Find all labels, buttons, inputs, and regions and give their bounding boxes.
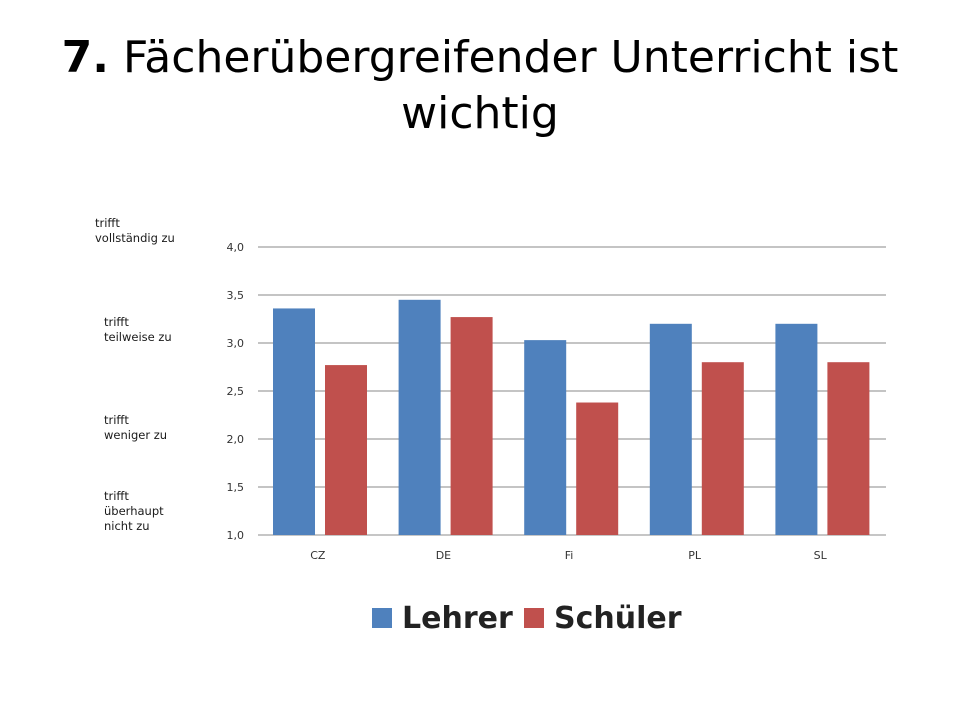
- bar-schüler-de: [450, 317, 493, 535]
- bar-schüler-sl: [827, 362, 870, 535]
- x-tick-label: CZ: [310, 549, 326, 562]
- y-tick-label: 4,0: [227, 241, 245, 254]
- bar-schüler-pl: [701, 362, 744, 535]
- legend-item-schueler: Schüler: [524, 598, 682, 638]
- title-number: 7.: [61, 32, 110, 83]
- bar-schüler-fi: [576, 402, 619, 535]
- scale-label-teilweise: trifft teilweise zu: [104, 315, 172, 344]
- bar-lehrer-sl: [775, 323, 818, 535]
- scale-label-weniger: trifft weniger zu: [104, 413, 168, 442]
- y-tick-label: 1,5: [227, 481, 245, 494]
- chart-legend: Lehrer Schüler: [0, 598, 960, 638]
- y-tick-label: 3,5: [227, 289, 245, 302]
- y-tick-label: 2,5: [227, 385, 245, 398]
- bar-lehrer-de: [398, 299, 441, 535]
- bar-lehrer-pl: [649, 323, 692, 535]
- x-tick-label: DE: [436, 549, 451, 562]
- legend-swatch-schueler: [524, 608, 544, 628]
- slide-title: 7. Fächerübergreifender Unterricht ist w…: [60, 30, 900, 142]
- y-tick-label: 3,0: [227, 337, 245, 350]
- legend-swatch-lehrer: [372, 608, 392, 628]
- scale-label-vollstaendig: trifft vollständig zu: [95, 216, 175, 245]
- x-tick-label: PL: [688, 549, 702, 562]
- title-text: Fächerübergreifender Unterricht ist wich…: [123, 32, 899, 139]
- y-tick-label: 1,0: [227, 529, 245, 542]
- x-tick-label: SL: [814, 549, 828, 562]
- legend-item-lehrer: Lehrer: [372, 598, 513, 638]
- legend-label-schueler: Schüler: [554, 600, 682, 636]
- y-tick-label: 2,0: [227, 433, 245, 446]
- x-tick-label: Fi: [565, 549, 574, 562]
- scale-label-ueberhaupt-nicht: trifft überhaupt nicht zu: [104, 489, 164, 533]
- bar-lehrer-cz: [273, 308, 315, 535]
- legend-label-lehrer: Lehrer: [402, 600, 513, 636]
- bar-lehrer-fi: [524, 340, 567, 535]
- bar-schüler-cz: [325, 365, 367, 535]
